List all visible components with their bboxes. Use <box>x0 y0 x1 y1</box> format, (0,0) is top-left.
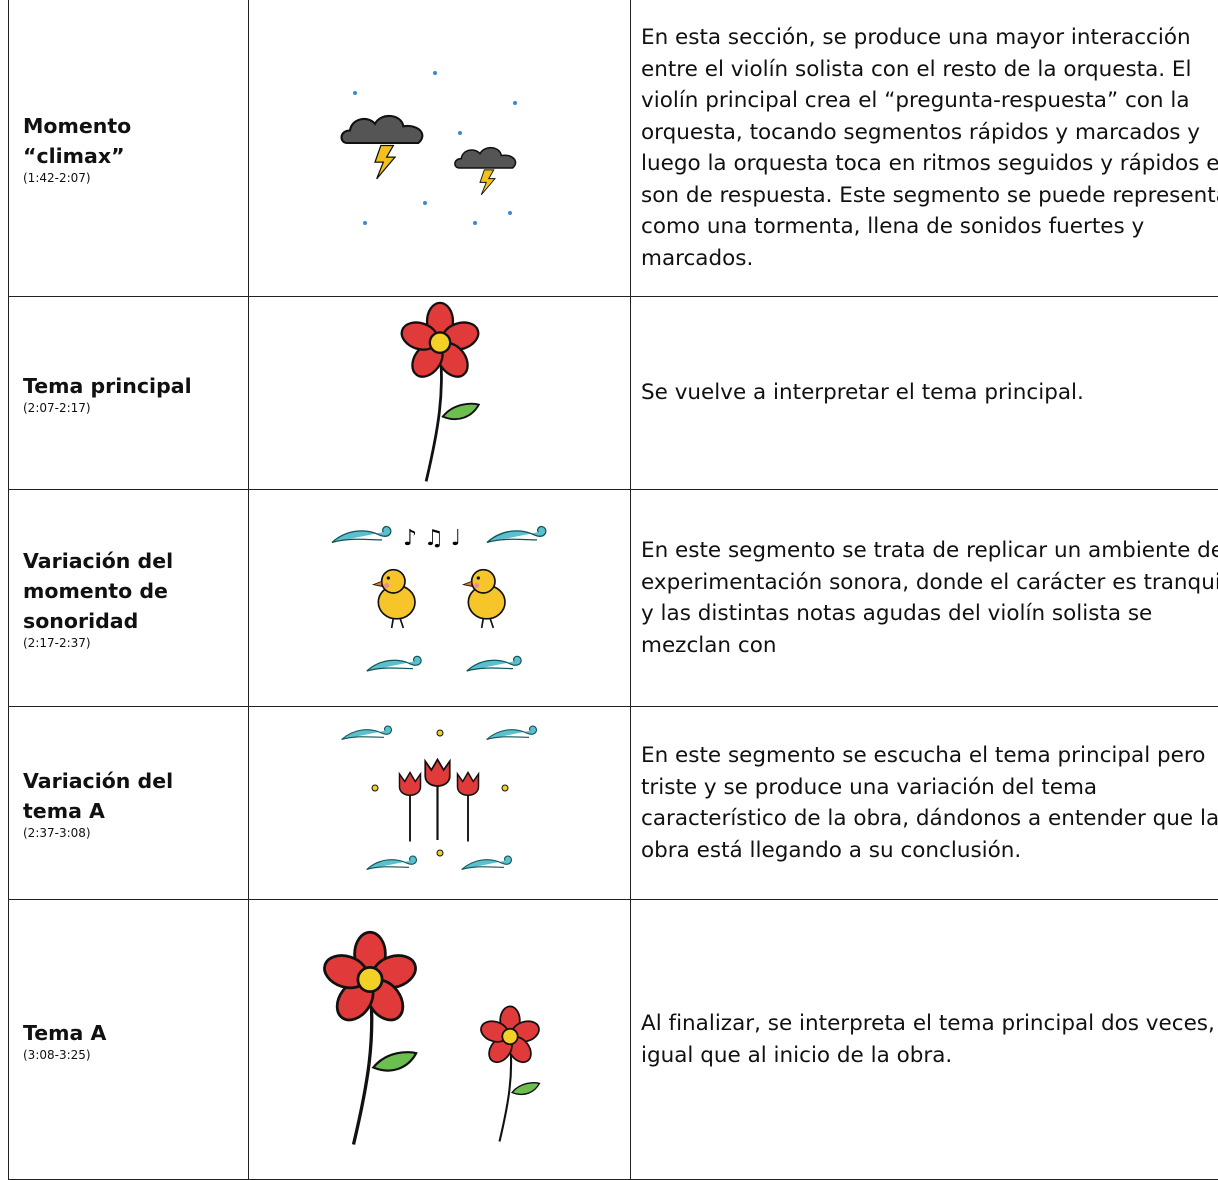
row: Tema principal(2:07-2:17) Se vuelve a in… <box>9 297 1218 490</box>
image-cell <box>249 0 631 297</box>
storm-illustration <box>335 63 545 233</box>
time: (1:42-2:07) <box>23 171 248 185</box>
birds-illustration: ♪ ♫ ♩ <box>325 503 555 693</box>
description: En este segmento se escucha el tema prin… <box>631 707 1218 900</box>
time: (2:17-2:37) <box>23 636 248 650</box>
time: (3:08-3:25) <box>23 1048 248 1062</box>
section-cell: Momento “climax”(1:42-2:07) <box>9 0 249 297</box>
section: Tema A <box>23 1018 248 1048</box>
description: Se vuelve a interpretar el tema principa… <box>631 297 1218 490</box>
row: Momento “climax”(1:42-2:07) En esta secc… <box>9 0 1218 297</box>
note: ♪ ♫ ♩ <box>403 526 461 551</box>
image-cell <box>249 900 631 1180</box>
time: (2:07-2:17) <box>23 401 248 415</box>
table: Momento “climax”(1:42-2:07) En esta secc… <box>8 0 1218 1180</box>
section: Variación del momento de sonoridad <box>23 546 248 636</box>
row: Variación del tema A(2:37-3:08) En este … <box>9 707 1218 900</box>
description: En este segmento se trata de replicar un… <box>631 490 1218 707</box>
section: Momento “climax” <box>23 111 248 171</box>
section-cell: Tema principal(2:07-2:17) <box>9 297 249 490</box>
tulips-illustration <box>335 713 545 893</box>
image-cell <box>249 297 631 490</box>
image-cell: ♪ ♫ ♩ <box>249 490 631 707</box>
section-cell: Tema A(3:08-3:25) <box>9 900 249 1180</box>
row: Variación del momento de sonoridad(2:17-… <box>9 490 1218 707</box>
time: (2:37-3:08) <box>23 826 248 840</box>
section-cell: Variación del tema A(2:37-3:08) <box>9 707 249 900</box>
section: Tema principal <box>23 371 248 401</box>
description: Al finalizar, se interpreta el tema prin… <box>631 900 1218 1180</box>
flower-illustration <box>390 301 490 486</box>
row: Tema A(3:08-3:25) Al finalizar, se inter… <box>9 900 1218 1180</box>
section: Variación del tema A <box>23 766 248 826</box>
description: En esta sección, se produce una mayor in… <box>631 0 1218 297</box>
image-cell <box>249 707 631 900</box>
flowers-illustration <box>315 910 565 1170</box>
section-cell: Variación del momento de sonoridad(2:17-… <box>9 490 249 707</box>
